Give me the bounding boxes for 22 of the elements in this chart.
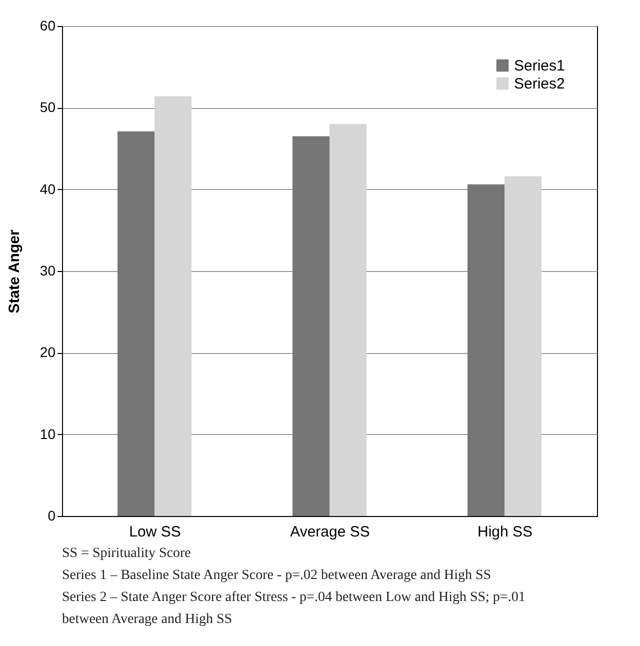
- bar: [330, 124, 366, 516]
- text: Series 2 – State Anger Score after Stress - p=.04 between Low and High SS; p=.01 between Average and High SS: [62, 590, 526, 627]
- x-tick-label: Average SS: [290, 524, 370, 540]
- bar: [118, 131, 154, 516]
- y-tick-label: 50: [40, 99, 56, 116]
- bar: [292, 136, 330, 516]
- y-tick-label: 30: [40, 262, 56, 278]
- y-tick-label: 0: [48, 508, 56, 524]
- text: Series 1 – Baseline State Anger Score - p=.02 between Average and High SS: [62, 568, 492, 583]
- y-axis-title: State Anger: [6, 230, 23, 314]
- text: SS = Spirituality Score: [62, 546, 191, 561]
- x-tick-label: High SS: [477, 524, 533, 540]
- bar: [468, 184, 504, 516]
- legend-label: Series2: [514, 76, 565, 92]
- y-tick-label: 20: [40, 344, 56, 360]
- y-tick-label: 40: [40, 180, 56, 197]
- legend-label: Series1: [514, 58, 565, 74]
- x-tick-label: Low SS: [129, 524, 181, 540]
- y-tick-label: 60: [40, 18, 56, 34]
- bar: [504, 176, 542, 516]
- y-tick-label: 10: [40, 426, 56, 442]
- bar: [154, 96, 192, 516]
